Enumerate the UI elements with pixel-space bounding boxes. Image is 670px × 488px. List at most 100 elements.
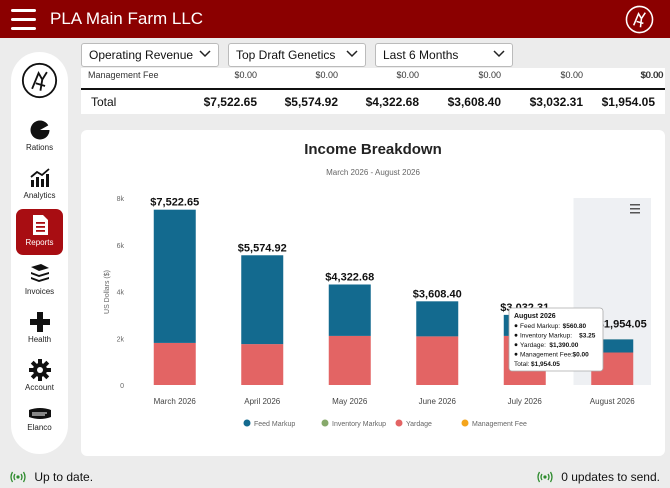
tooltip-line-label: Management Fee: — [520, 352, 573, 359]
sidebar-item-label: Rations — [25, 143, 54, 152]
y-tick-label: 2k — [117, 336, 125, 343]
y-tick-label: 4k — [117, 290, 125, 297]
tooltip-line-label: Inventory Markup: — [520, 333, 572, 340]
tooltip-total-value: $1,954.05 — [531, 361, 560, 368]
legend-item: Yardage — [406, 421, 432, 428]
table-cell: $0.00 — [234, 70, 257, 80]
sidebar-item-label: Reports — [25, 238, 54, 247]
report-type-value: Operating Revenue — [89, 48, 194, 62]
tooltip-line-value: $0.00 — [573, 352, 590, 359]
chart-title: Income Breakdown — [304, 141, 442, 158]
chevron-down-icon — [346, 50, 358, 58]
bar-segment — [328, 284, 371, 336]
tooltip-line-value: $560.80 — [563, 323, 587, 330]
tooltip-line-value: $1,390.00 — [549, 342, 578, 349]
sidebar-item-reports[interactable]: Reports — [16, 209, 63, 255]
bar-total-label: $3,608.40 — [413, 288, 462, 300]
x-tick-label: May 2026 — [332, 397, 368, 406]
bar-total-label: $5,574.92 — [238, 242, 287, 254]
analytics-icon — [29, 168, 50, 187]
sidebar-item-label: Elanco — [27, 423, 52, 432]
table-cell: $3,608.40 — [447, 95, 501, 109]
table-cell: $0.00 — [478, 70, 501, 80]
tooltip-month: August 2026 — [514, 313, 556, 320]
chart-menu-icon — [630, 204, 640, 206]
sidebar-item-rations[interactable]: Rations — [16, 114, 63, 160]
status-left-text: Up to date. — [34, 469, 94, 484]
chart-menu-icon — [630, 212, 640, 214]
legend-marker — [243, 419, 251, 427]
y-tick-label: 0 — [120, 383, 124, 390]
tooltip-bullet — [514, 343, 518, 347]
legend-marker — [321, 419, 329, 427]
tooltip-line-label: Yardage: — [520, 342, 546, 349]
signal-icon — [537, 471, 553, 483]
period-value: Last 6 Months — [383, 48, 459, 62]
table-cell: $3,032.31 — [529, 95, 583, 109]
table-cell: $0.00 — [640, 70, 663, 80]
row-label: Management Fee — [88, 70, 159, 80]
chevron-down-icon — [493, 50, 505, 58]
tooltip-bullet — [514, 324, 518, 328]
tooltip-line-value: $3.25 — [579, 333, 596, 340]
x-tick-label: August 2026 — [590, 397, 635, 406]
sidebar-item-analytics[interactable]: Analytics — [16, 162, 63, 208]
reports-icon — [32, 215, 48, 235]
y-tick-label: 8k — [117, 196, 125, 203]
gear-icon — [28, 359, 51, 381]
report-type-dropdown[interactable]: Operating Revenue — [81, 43, 219, 67]
side-logo — [21, 62, 58, 99]
period-dropdown[interactable]: Last 6 Months — [375, 43, 513, 67]
chart-tooltip — [508, 307, 604, 372]
bar-segment — [328, 335, 371, 385]
table-cell: $4,322.68 — [365, 95, 419, 109]
legend-marker — [395, 419, 403, 427]
legend-item: Feed Markup — [254, 421, 295, 428]
invoices-icon — [30, 264, 49, 282]
sidebar: Rations Analytics Reports Invoices — [11, 52, 68, 454]
status-bar: Up to date. 0 updates to send. — [0, 465, 670, 488]
sidebar-item-account[interactable]: Account — [16, 354, 63, 400]
pending-updates: 0 updates to send. — [537, 469, 660, 484]
y-axis-label: US Dollars ($) — [104, 270, 111, 314]
chevron-down-icon — [199, 50, 211, 58]
bar-segment — [153, 342, 196, 385]
tooltip-bullet — [514, 333, 518, 337]
table-cell: $0.00 — [560, 70, 583, 80]
health-plus-icon — [29, 312, 50, 332]
elanco-logo — [28, 408, 51, 419]
brand-logo — [625, 5, 654, 34]
herd-value: Top Draft Genetics — [236, 48, 336, 62]
table-row: Management Fee $0.00 $0.00 $0.00 $0.00 $… — [81, 68, 665, 85]
revenue-table: Management Fee $0.00 $0.00 $0.00 $0.00 $… — [81, 68, 665, 114]
status-right-text: 0 updates to send. — [561, 469, 660, 484]
legend-item: Management Fee — [472, 421, 527, 428]
sidebar-item-label: Analytics — [23, 191, 56, 200]
sync-status: Up to date. — [10, 469, 93, 484]
table-cell: $5,574.92 — [284, 95, 338, 109]
table-cell: $7,522.65 — [203, 95, 257, 109]
hamburger-menu-icon[interactable] — [11, 9, 36, 30]
x-tick-label: April 2026 — [244, 397, 281, 406]
sidebar-item-health[interactable]: Health — [16, 306, 63, 352]
x-tick-label: June 2026 — [419, 397, 457, 406]
table-row-total: Total $7,522.65 $5,574.92 $4,322.68 $3,6… — [81, 88, 665, 112]
rations-icon — [30, 120, 50, 140]
chart-menu-icon — [630, 208, 640, 210]
income-breakdown-chart: Income Breakdown March 2026 - August 2026… — [104, 141, 651, 428]
legend-marker — [461, 419, 469, 427]
x-tick-label: July 2026 — [508, 397, 543, 406]
bar-segment — [241, 344, 284, 385]
sidebar-item-invoices[interactable]: Invoices — [16, 258, 63, 304]
bar-segment — [416, 336, 459, 385]
y-tick-label: 6k — [117, 243, 125, 250]
tooltip-bullet — [514, 352, 518, 356]
sidebar-item-label: Account — [25, 383, 54, 392]
income-chart-card: Income Breakdown March 2026 - August 2026… — [81, 130, 665, 456]
bar-segment — [416, 301, 459, 337]
herd-dropdown[interactable]: Top Draft Genetics — [228, 43, 366, 67]
sidebar-item-elanco[interactable]: Elanco — [16, 402, 63, 448]
tooltip-line-label: Feed Markup: — [520, 323, 560, 330]
bar-segment — [153, 209, 196, 343]
table-cell: $0.00 — [315, 70, 338, 80]
